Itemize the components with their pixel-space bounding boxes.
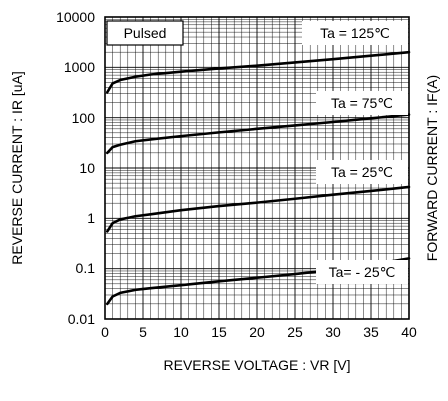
pulsed-label: Pulsed <box>124 25 167 41</box>
y2-axis-title: FORWARD CURRENT : IF(A) <box>424 75 440 261</box>
x-tick-label: 25 <box>287 324 303 340</box>
y-tick-label: 1 <box>87 210 95 226</box>
ta-m25-label-box <box>316 260 408 284</box>
y-tick-label: 0.1 <box>76 260 96 276</box>
y-axis-title: REVERSE CURRENT : IR [uA] <box>9 71 25 264</box>
ta-25-label-box <box>316 160 408 184</box>
x-tick-label: 35 <box>363 324 379 340</box>
x-tick-label: 15 <box>211 324 227 340</box>
y-tick-label: 100 <box>72 110 96 126</box>
plot-frame <box>104 16 410 320</box>
x-tick-label: 10 <box>173 324 189 340</box>
ta-75-label-box <box>316 91 408 115</box>
y-tick-label: 0.01 <box>68 311 95 327</box>
y-tick-label: 10 <box>79 160 95 176</box>
x-tick-label: 30 <box>325 324 341 340</box>
ta-125-label-box <box>302 21 408 45</box>
series-line-1 <box>105 113 411 155</box>
ta-25-label: Ta = 25℃ <box>331 164 393 180</box>
x-tick-label: 20 <box>249 324 265 340</box>
y-tick-label: 1000 <box>64 59 95 75</box>
ta-m25-label: Ta= - 25℃ <box>329 264 396 280</box>
ta-125-label: Ta = 125℃ <box>320 25 390 41</box>
pulsed-label-box <box>106 20 184 46</box>
x-axis-title: REVERSE VOLTAGE : VR [V] <box>164 357 351 373</box>
series-line-0 <box>105 50 411 94</box>
y-tick-label: 10000 <box>56 9 95 25</box>
x-tick-label: 40 <box>401 324 417 340</box>
x-tick-label: 5 <box>139 324 147 340</box>
ta-75-label: Ta = 75℃ <box>331 95 393 111</box>
series-line-2 <box>105 185 411 233</box>
x-tick-label: 0 <box>101 324 109 340</box>
